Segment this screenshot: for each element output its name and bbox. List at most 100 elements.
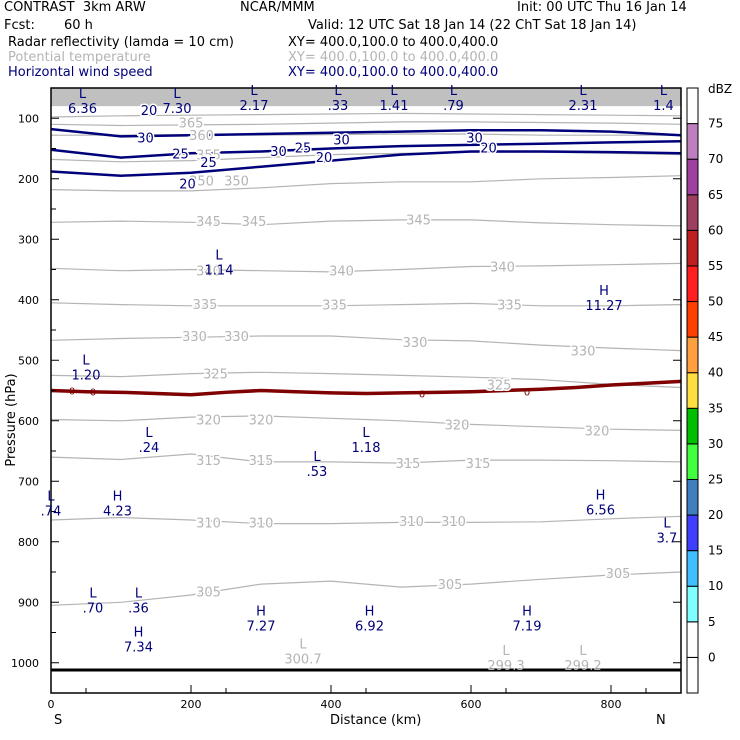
theta-label: 360	[189, 129, 214, 144]
freezing-level-label: 0	[524, 388, 530, 399]
y-tick-label: 600	[18, 415, 39, 428]
forecast-label: Fcst:	[4, 18, 35, 33]
theta-label: 340	[490, 260, 515, 275]
theta-label: 345	[406, 213, 431, 228]
wind-extremum-value: 3.7	[657, 532, 678, 547]
theta-contour-365	[50, 121, 682, 127]
wind-label: 25	[172, 147, 189, 162]
wind-extremum-value: 6.36	[68, 102, 97, 117]
colorbar-swatch	[686, 407, 699, 445]
theta-contour-340	[50, 262, 682, 273]
x-tick-label: 0	[48, 698, 55, 711]
theta-label: 320	[445, 418, 470, 433]
colorbar-label: 40	[708, 366, 723, 380]
freezing-level-label: 0	[90, 388, 96, 399]
org-label: NCAR/MMM	[240, 0, 315, 15]
theta-label: 310	[399, 515, 424, 530]
wind-label: 20	[316, 151, 333, 166]
wind-extremum-marker: H	[522, 604, 532, 619]
freezing-level: 0 0 0 0	[50, 379, 682, 401]
potential-temperature-contours	[50, 112, 682, 606]
theta-label: 320	[585, 424, 610, 439]
wind-extremum-marker: L	[47, 489, 55, 504]
theta-contour-380	[50, 112, 682, 118]
wind-extremum-marker: L	[362, 426, 370, 441]
wind-extremum-value: 1.20	[72, 368, 101, 383]
wind-extremum-marker: L	[79, 87, 87, 102]
theta-contour-335	[50, 302, 682, 307]
colorbar-label: 70	[708, 152, 723, 166]
theta-label: 310	[196, 516, 221, 531]
wind-speed-contours	[50, 127, 682, 177]
y-tick-label: 1000	[11, 657, 39, 670]
theta-label: 315	[396, 457, 421, 472]
theta-extremum-marker: L	[502, 644, 510, 659]
wind-extremum-value: .79	[443, 99, 464, 114]
wind-extremum-marker: L	[135, 586, 143, 601]
theta-contour-305	[50, 571, 682, 606]
theta-extremum-value: 299.3	[487, 659, 524, 674]
wind-extremum-marker: H	[256, 604, 266, 619]
north-label: N	[656, 713, 666, 728]
wind-extremum-marker: H	[365, 604, 375, 619]
wind-extremum-marker: L	[145, 426, 153, 441]
colorbar-swatch	[686, 194, 699, 231]
wind-extremum-value: 2.31	[569, 99, 598, 114]
wind-extremum-value: .53	[307, 465, 328, 480]
theta-contour-325	[50, 371, 682, 389]
wind-extremum-marker: L	[334, 84, 342, 99]
theta-contour-310	[50, 515, 682, 525]
wind-extremum-value: .74	[41, 504, 62, 519]
theta-label: 345	[196, 215, 221, 230]
wind-extremum-marker: H	[596, 488, 606, 503]
wind-extremum-marker: L	[173, 87, 181, 102]
y-tick-label: 400	[18, 294, 39, 307]
y-tick-label: 300	[18, 233, 39, 246]
y-axis-label: Pressure (hPa)	[4, 373, 19, 466]
colorbar-label: 25	[708, 472, 723, 486]
wind-extremum-value: 2.17	[240, 99, 269, 114]
colorbar-swatch	[686, 656, 699, 694]
wind-extremum-value: 6.92	[355, 619, 384, 634]
wind-extremum-marker: L	[215, 249, 223, 264]
wind-extremum-marker: H	[599, 284, 609, 299]
reflectivity-band	[51, 88, 681, 107]
colorbar-label: 20	[708, 508, 723, 522]
theta-label: 305	[606, 567, 631, 582]
y-tick-label: 700	[18, 475, 39, 488]
colorbar-label: 55	[708, 259, 723, 273]
wind-label: 30	[333, 133, 350, 148]
theta-label: 305	[196, 585, 221, 600]
theta-label: 305	[438, 578, 463, 593]
field-1-xy: XY= 400.0,100.0 to 400.0,400.0	[288, 35, 499, 50]
reflectivity-band-fill	[51, 88, 681, 107]
wind-contour-30	[50, 127, 682, 138]
colorbar-label: 30	[708, 437, 723, 451]
theta-label: 335	[193, 298, 218, 313]
colorbar-label: 15	[708, 544, 723, 558]
colorbar-swatch	[686, 550, 699, 587]
colorbar-swatch	[686, 621, 699, 658]
colorbar-label: 45	[708, 330, 723, 344]
theta-label: 340	[329, 265, 354, 280]
wind-extremum-marker: L	[660, 84, 668, 99]
x-axis-label: Distance (km)	[330, 713, 421, 728]
theta-contour-320	[50, 415, 682, 431]
theta-label: 340	[196, 265, 221, 280]
wind-extremum-value: 1.18	[352, 441, 381, 456]
colorbar-label: 5	[708, 615, 716, 629]
colorbar-swatch	[686, 87, 699, 125]
theta-extremum-value: 300.7	[284, 653, 321, 668]
y-tick-label: 500	[18, 354, 39, 367]
wind-label: 30	[466, 132, 483, 147]
wind-extremum-marker: H	[113, 489, 123, 504]
wind-extremum-marker: L	[663, 517, 671, 532]
wind-extremum-value: 7.27	[247, 619, 276, 634]
theta-label: 335	[497, 299, 522, 314]
theta-label: 350	[189, 175, 214, 190]
colorbar-swatch	[686, 158, 699, 196]
wind-extremum-value: .36	[128, 601, 149, 616]
wind-extremum-marker: L	[579, 84, 587, 99]
